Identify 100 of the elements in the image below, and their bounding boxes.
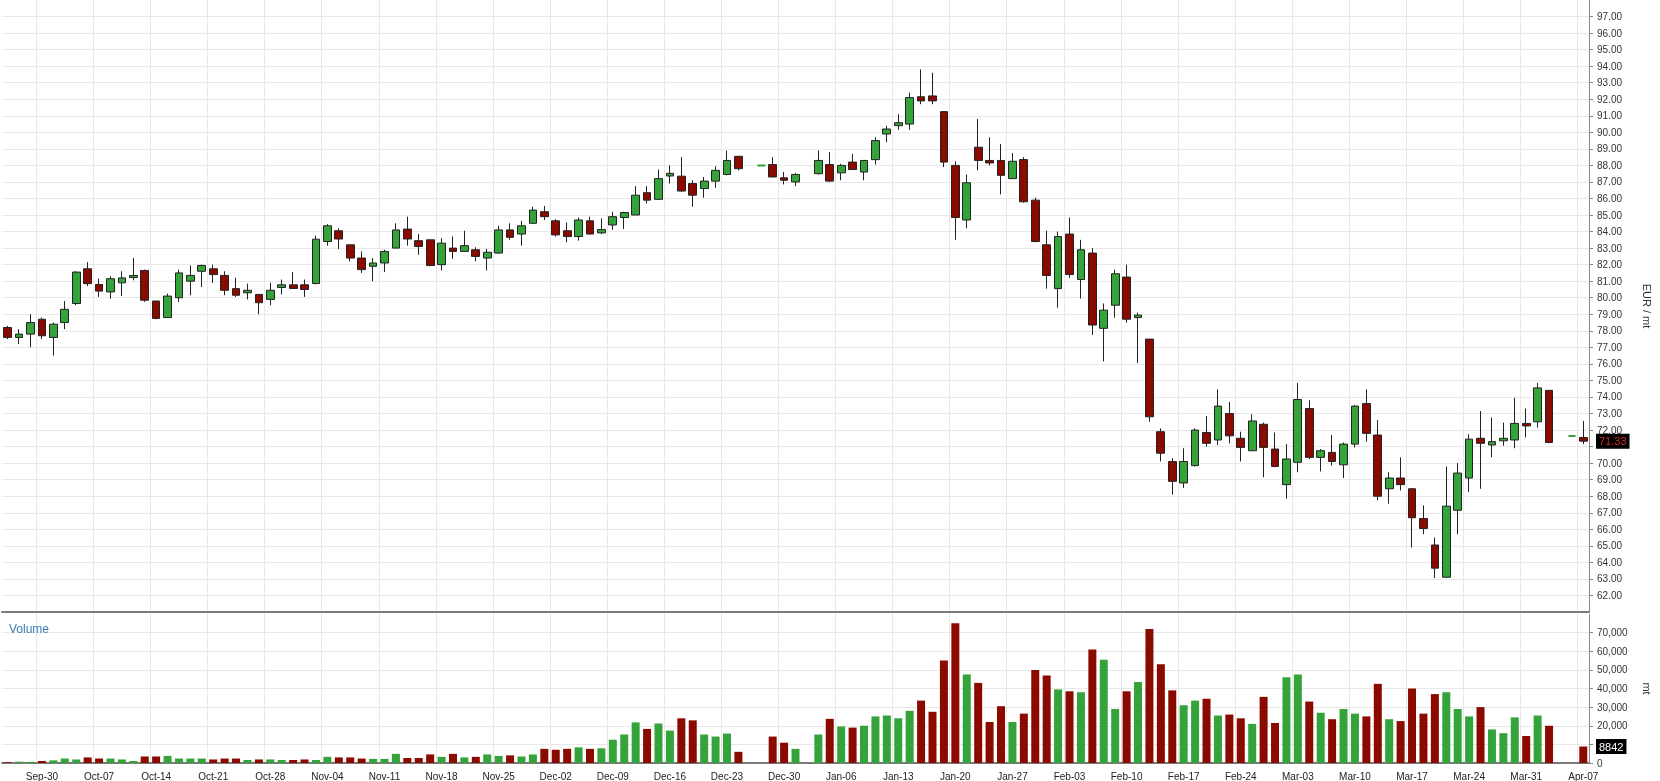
x-tick-label: Nov-04 [311, 770, 344, 781]
candlestick [140, 269, 149, 303]
candlestick [723, 150, 731, 176]
bar [1533, 715, 1542, 763]
bar [506, 755, 515, 763]
text: Volume [9, 622, 50, 636]
y-tick-label: 84.00 [1597, 226, 1623, 238]
bar [140, 756, 149, 763]
x-tick-label: Feb-03 [1053, 770, 1086, 781]
candlestick [1145, 338, 1154, 423]
x-tick-label: Dec-30 [767, 770, 801, 781]
bar [814, 734, 823, 763]
candlestick [768, 156, 777, 178]
bar [1282, 677, 1291, 763]
candlestick [289, 271, 298, 290]
bar [1019, 713, 1028, 763]
bar [1442, 692, 1451, 763]
candlestick [620, 211, 629, 230]
candlestick [1054, 231, 1062, 309]
candlestick [1419, 504, 1428, 535]
bar [1350, 713, 1359, 763]
candlestick [209, 264, 218, 284]
y-tick-label: 91.00 [1597, 110, 1623, 122]
candlestick [255, 293, 263, 315]
candlestick [437, 237, 446, 271]
x-tick-label: Oct-28 [255, 770, 286, 781]
bar [37, 760, 46, 763]
bar [917, 700, 926, 763]
bar [1088, 649, 1097, 763]
bar [1054, 689, 1063, 763]
bar [654, 723, 663, 763]
candlestick [848, 153, 857, 171]
bar [1099, 659, 1108, 763]
bar [72, 759, 81, 763]
candlestick [1362, 389, 1371, 443]
candlestick [426, 239, 435, 267]
bar [1545, 725, 1554, 763]
candlestick [1214, 389, 1222, 446]
candlestick [1533, 382, 1542, 429]
bar [517, 756, 526, 763]
bar [426, 754, 435, 763]
bar [437, 756, 446, 763]
candlestick [882, 125, 891, 143]
candlestick [1396, 456, 1405, 491]
bar [723, 733, 731, 763]
bar [1339, 708, 1348, 763]
candlestick [118, 270, 126, 297]
candlestick [1339, 441, 1348, 479]
y-tick-label: 70.00 [1597, 457, 1623, 469]
candlestick [1351, 404, 1359, 448]
candlestick [677, 156, 686, 193]
bar [1202, 698, 1211, 763]
candlestick [392, 222, 400, 249]
candlestick [1191, 427, 1199, 467]
bar [1008, 722, 1017, 763]
y-tick-label: 81.00 [1597, 275, 1623, 287]
x-tick-label: Dec-23 [710, 770, 744, 781]
bar [334, 757, 343, 763]
bar [1385, 719, 1394, 763]
candlestick [1065, 217, 1074, 279]
bar [1522, 735, 1531, 763]
y-tick-label: 87.00 [1597, 176, 1623, 188]
candlestick [357, 250, 366, 274]
bar [1065, 691, 1074, 763]
y-tick-label: 70,000 [1597, 627, 1629, 639]
candlestick [266, 282, 275, 306]
candlestick [1088, 247, 1097, 336]
y-tick-label: 82.00 [1597, 259, 1623, 271]
candlestick [1271, 432, 1279, 468]
candlestick [643, 185, 651, 204]
y-tick-label: 83.00 [1597, 242, 1623, 254]
candlestick [917, 68, 925, 105]
y-tick-label: 75.00 [1597, 374, 1623, 386]
x-tick-label: Mar-31 [1510, 770, 1543, 781]
x-tick-label: Dec-09 [596, 770, 630, 781]
x-tick-label: Nov-11 [368, 770, 401, 781]
bar [837, 726, 846, 763]
candlestick [129, 257, 138, 281]
candlestick [1099, 303, 1108, 362]
x-tick-label: Feb-17 [1167, 770, 1200, 781]
candlestick [1168, 457, 1177, 496]
x-tick-label: Mar-24 [1453, 770, 1486, 781]
bar [1225, 714, 1234, 763]
bar [1168, 690, 1177, 763]
candlestick [1293, 382, 1302, 473]
bar [448, 753, 457, 763]
bar [163, 755, 172, 763]
y-tick-label: 40,000 [1597, 683, 1629, 694]
bar [1076, 692, 1085, 763]
candlestick [860, 159, 868, 181]
candlestick [312, 235, 320, 285]
candlestick [1282, 443, 1291, 500]
y-tick-label: 72.00 [1597, 424, 1623, 436]
y-tick-label: 88.00 [1597, 159, 1623, 171]
y-axis-title: mt [1640, 682, 1653, 695]
bar [1476, 707, 1485, 763]
bar [985, 722, 994, 763]
bar [289, 760, 298, 763]
bar [380, 758, 389, 763]
bar [608, 739, 617, 763]
